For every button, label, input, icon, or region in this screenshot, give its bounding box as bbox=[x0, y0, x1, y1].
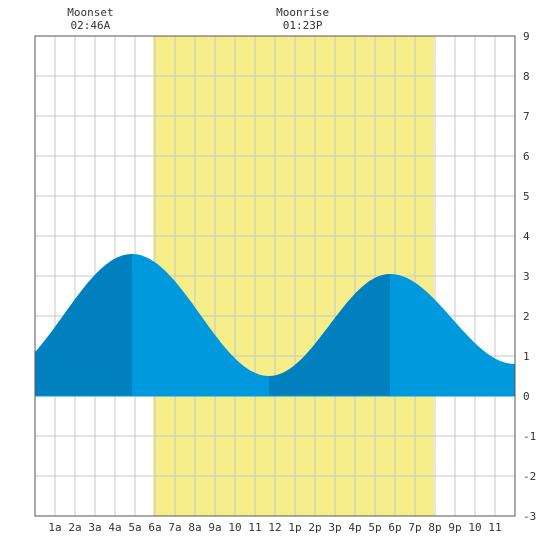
tide-area-rising bbox=[35, 254, 132, 396]
x-tick-label: 6a bbox=[148, 521, 161, 534]
x-tick-label: 10 bbox=[228, 521, 241, 534]
x-tick-label: 5a bbox=[128, 521, 141, 534]
y-tick-label: 1 bbox=[523, 350, 530, 363]
x-tick-label: 11 bbox=[488, 521, 501, 534]
x-tick-label: 12 bbox=[268, 521, 281, 534]
x-tick-label: 1p bbox=[288, 521, 301, 534]
moon-event-name: Moonset bbox=[67, 6, 113, 19]
y-tick-label: 0 bbox=[523, 390, 530, 403]
moon-event-name: Moonrise bbox=[276, 6, 329, 19]
x-tick-label: 6p bbox=[388, 521, 401, 534]
moon-event-time: 01:23P bbox=[283, 19, 323, 32]
tide-area-rising bbox=[269, 274, 390, 396]
moon-event-time: 02:46A bbox=[71, 19, 111, 32]
x-tick-label: 4a bbox=[108, 521, 121, 534]
x-tick-label: 2a bbox=[68, 521, 81, 534]
tide-area-falling bbox=[132, 254, 269, 396]
tide-area-falling bbox=[390, 274, 515, 396]
plot-frame bbox=[34, 35, 516, 517]
x-tick-label: 11 bbox=[248, 521, 261, 534]
x-tick-label: 8p bbox=[428, 521, 441, 534]
x-tick-label: 3p bbox=[328, 521, 341, 534]
x-tick-label: 4p bbox=[348, 521, 361, 534]
y-tick-label: -2 bbox=[523, 470, 536, 483]
y-tick-label: 7 bbox=[523, 110, 530, 123]
y-tick-label: 8 bbox=[523, 70, 530, 83]
x-tick-label: 10 bbox=[468, 521, 481, 534]
y-tick-label: 4 bbox=[523, 230, 530, 243]
x-tick-label: 2p bbox=[308, 521, 321, 534]
x-tick-label: 9a bbox=[208, 521, 221, 534]
x-tick-label: 7a bbox=[168, 521, 181, 534]
y-tick-label: 6 bbox=[523, 150, 530, 163]
x-tick-label: 3a bbox=[88, 521, 101, 534]
y-tick-label: -1 bbox=[523, 430, 536, 443]
x-tick-label: 7p bbox=[408, 521, 421, 534]
y-tick-label: 2 bbox=[523, 310, 530, 323]
x-tick-label: 5p bbox=[368, 521, 381, 534]
y-tick-label: 3 bbox=[523, 270, 530, 283]
y-tick-label: 9 bbox=[523, 30, 530, 43]
x-tick-label: 1a bbox=[48, 521, 61, 534]
x-tick-label: 9p bbox=[448, 521, 461, 534]
y-tick-label: -3 bbox=[523, 510, 536, 523]
y-tick-label: 5 bbox=[523, 190, 530, 203]
x-tick-label: 8a bbox=[188, 521, 201, 534]
